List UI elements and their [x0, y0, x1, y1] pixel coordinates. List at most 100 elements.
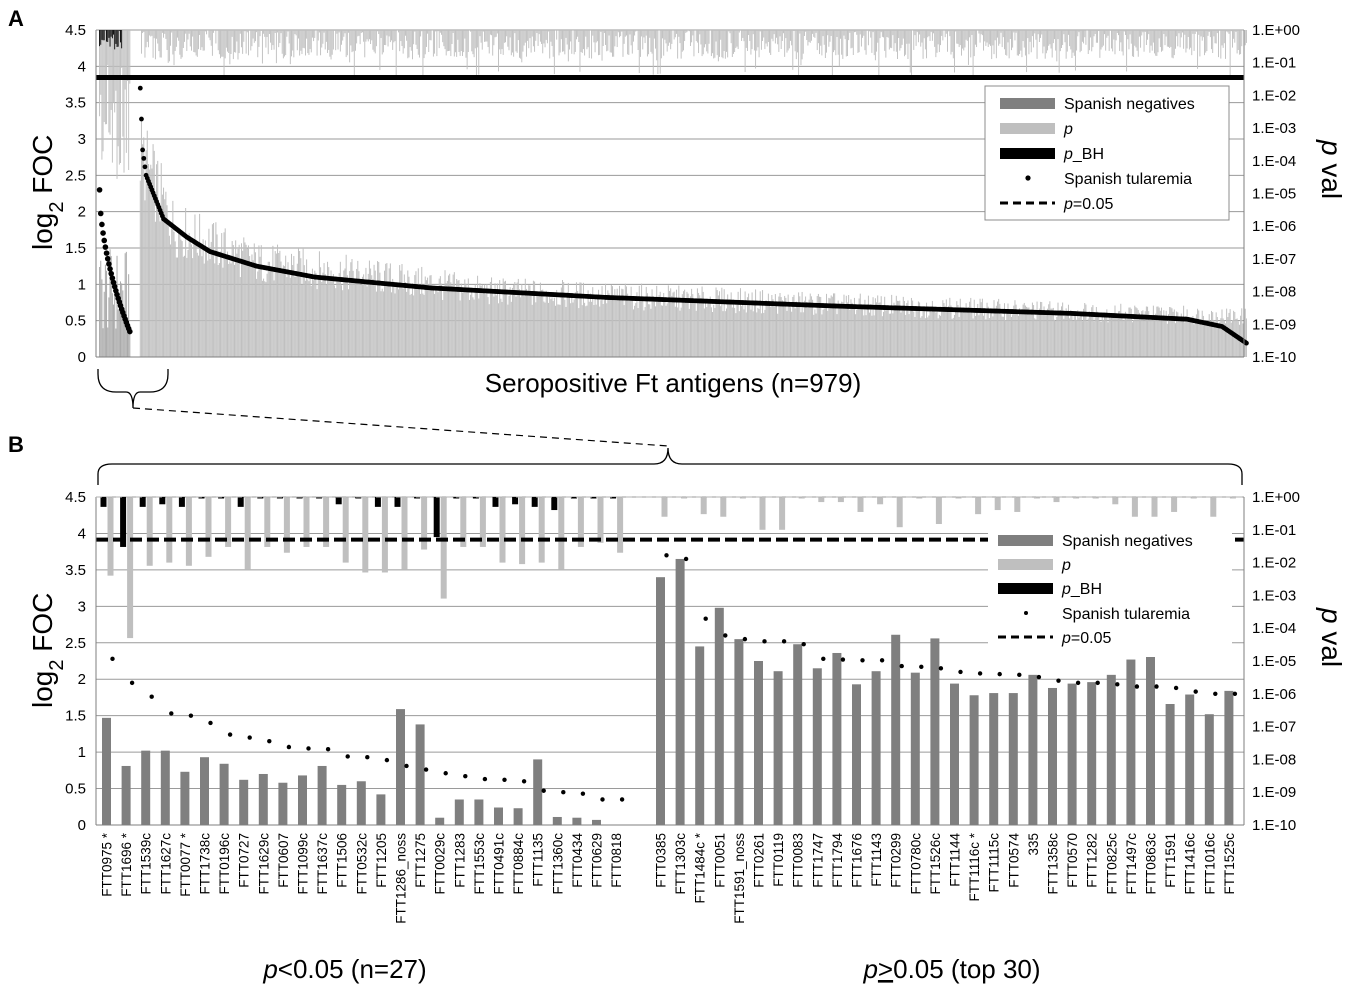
panel-b-category-label: FTT0051	[712, 833, 727, 888]
panel-b-tularemia-dot	[541, 788, 546, 793]
panel-b-category-label: FTT1283	[452, 833, 467, 888]
legend-a-neg-label: Spanish negatives	[1064, 96, 1195, 113]
panel-b-p-bar	[381, 497, 388, 573]
panel-b-p-bar	[205, 497, 212, 557]
panel-a-ytick-right: 1.E-02	[1252, 87, 1296, 104]
panel-b-p-bar	[264, 497, 271, 547]
panel-b-category-label: FTT0570	[1065, 833, 1080, 888]
panel-b-neg-bar	[1204, 714, 1214, 825]
panel-b-neg-bar	[871, 671, 881, 825]
panel-a-ylabel-left: log2 FOC	[27, 135, 68, 250]
panel-b-category-label: FTT1591_noss	[732, 833, 747, 924]
panel-b-category-label: FTT0385	[654, 833, 669, 888]
panel-b-pbh-bar	[531, 497, 538, 507]
legend-b-p05-label: p=0.05	[1061, 630, 1111, 647]
panel-b-p-bar	[342, 497, 349, 563]
panel-b-ytick-left: 3.5	[65, 562, 86, 579]
legend-a-p-label: p	[1063, 121, 1073, 138]
panel-b-pbh-bar	[257, 497, 264, 499]
panel-b-category-label: FTT0119	[771, 833, 786, 887]
panel-b-tularemia-dot	[958, 669, 963, 675]
panel-b-neg-bar	[160, 750, 170, 825]
panel-b-p-bar	[1131, 497, 1138, 517]
panel-b-pbh-bar	[296, 497, 303, 499]
panel-b-tularemia-dot	[879, 658, 885, 663]
panel-b-category-label: FTT1115c	[987, 833, 1002, 893]
panel-b-tularemia-dot	[345, 754, 350, 759]
panel-b-p-bar	[1210, 497, 1217, 517]
panel-a-zoom-brace	[97, 369, 169, 409]
panel-b-neg-bar	[592, 819, 601, 825]
panel-b-pbh-bar	[218, 497, 225, 499]
legend-b-p-label: p	[1061, 557, 1071, 574]
panel-b-neg-bar	[891, 634, 901, 825]
panel-b-tularemia-dot	[899, 663, 904, 669]
panel-b-category-label: FTT1591	[1163, 833, 1178, 888]
panel-b-tularemia-dot	[1213, 691, 1218, 696]
panel-b-dots	[110, 553, 1238, 802]
panel-b-category-label: FTT1526c	[928, 833, 943, 895]
panel-b-p-bar	[877, 497, 884, 505]
panel-b-tularemia-dot	[227, 732, 233, 737]
panel-b-tularemia-dot	[129, 680, 135, 686]
panel-b-ytick-right: 1.E+00	[1252, 489, 1300, 506]
panel-b-p-bar	[661, 497, 668, 517]
panel-b-neg-bar	[180, 771, 190, 825]
panel-b-tularemia-dot	[502, 777, 507, 783]
panel-b-p-bar	[916, 497, 923, 499]
panel-b-pbh-bar	[472, 497, 479, 499]
panel-b-p-bar	[440, 497, 447, 599]
panel-b-category-label: FTT0975 *	[100, 832, 115, 897]
panel-b-p-bar	[499, 497, 506, 563]
panel-b-tularemia-dot	[703, 616, 708, 621]
panel-b-neg-bar	[317, 765, 327, 825]
panel-a-ytick-right: 1.E-08	[1252, 284, 1296, 301]
panel-b-neg-bar	[1008, 693, 1018, 825]
panel-b-neg-bar	[141, 750, 151, 825]
panel-b-neg-bar	[533, 759, 543, 825]
panel-b-p-bar	[720, 497, 727, 517]
panel-a-ytick-left: 3	[78, 131, 86, 148]
panel-b-tularemia-dot	[723, 633, 728, 638]
panel-b-p-bar	[225, 497, 232, 547]
panel-a-ytick-right: 1.E-05	[1252, 186, 1296, 203]
panel-b-tularemia-dot	[1056, 678, 1061, 683]
panel-b-ylabel-left: log2 FOC	[27, 593, 68, 708]
panel-b-category-label: FTT1143	[869, 833, 884, 887]
panel-b-category-label: FTT1099c	[296, 833, 311, 895]
panel-b-category-label: FTT0863c	[1144, 833, 1159, 895]
panel-b-neg-bar	[337, 784, 347, 825]
panel-b-tularemia-dot	[306, 746, 311, 751]
panel-b-pbh-bar	[374, 497, 381, 507]
panel-b-tularemia-dot	[801, 642, 806, 647]
panel-b-p-bar	[303, 497, 310, 547]
panel-b-category-label: FTT1360c	[550, 833, 565, 895]
panel-b-category-label: FTT0780c	[908, 833, 923, 895]
panel-b-p-bar	[479, 497, 486, 547]
legend-b-neg-label: Spanish negatives	[1062, 533, 1193, 550]
panel-b-p-bar	[955, 497, 962, 499]
panel-b-ytick-left: 0	[78, 817, 86, 834]
panel-a-ytick-left: 2.5	[65, 167, 86, 184]
panel-b-bars	[96, 497, 1244, 825]
panel-b-p-bar	[558, 497, 565, 570]
panel-b-category-label: FTT0083	[791, 833, 806, 888]
panel-b-p-bar	[421, 497, 428, 550]
panel-b-tularemia-dot	[742, 636, 748, 642]
panel-b-zoom-brace	[97, 447, 1243, 485]
panel-b-neg-bar	[121, 765, 131, 825]
panel-b-neg-bar	[494, 807, 503, 825]
panel-b-category-label: FTT0532c	[354, 833, 369, 895]
panel-b-neg-bar	[695, 646, 705, 825]
panel-b-neg-bar	[435, 817, 445, 825]
panel-a-axes: 0 0.5 1 1.5 2 2.5 3 3.5 4 4.5 1.E-10 1.E-09 1.E-08 1.…	[65, 22, 1300, 366]
panel-b-p-bar	[1190, 497, 1197, 499]
panel-b-tularemia-dot	[1193, 689, 1198, 694]
legend-b-neg-swatch	[998, 535, 1053, 546]
panel-b-tularemia-dot	[1134, 684, 1140, 689]
panel-b-p-bar	[577, 497, 584, 547]
panel-b-pbh-bar	[610, 497, 617, 499]
panel-a-ytick-left: 4.5	[65, 22, 86, 39]
panel-b-category-label: FTT1016c	[1202, 833, 1217, 895]
panel-b-category-label: FTT0434	[570, 833, 585, 888]
